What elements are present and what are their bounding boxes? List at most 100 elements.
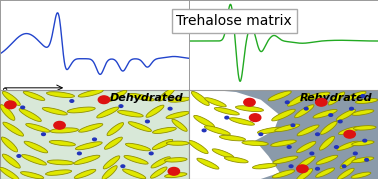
Circle shape (168, 107, 172, 110)
Ellipse shape (74, 169, 96, 178)
Ellipse shape (102, 166, 117, 179)
Ellipse shape (1, 137, 18, 152)
Ellipse shape (340, 156, 355, 168)
Circle shape (168, 168, 180, 175)
Ellipse shape (355, 98, 378, 103)
Text: Trehalose matrix: Trehalose matrix (177, 14, 292, 28)
Text: B₀: B₀ (2, 88, 11, 97)
Circle shape (316, 133, 319, 136)
Ellipse shape (150, 167, 167, 178)
Ellipse shape (338, 126, 361, 134)
Ellipse shape (42, 107, 67, 115)
Circle shape (93, 138, 96, 141)
Ellipse shape (168, 97, 191, 102)
Circle shape (342, 165, 346, 168)
Circle shape (329, 114, 333, 116)
Ellipse shape (124, 156, 148, 164)
Ellipse shape (271, 140, 296, 146)
Ellipse shape (3, 122, 23, 136)
Ellipse shape (268, 91, 291, 101)
Ellipse shape (229, 118, 254, 125)
Circle shape (249, 114, 261, 122)
Ellipse shape (46, 92, 74, 98)
Ellipse shape (352, 141, 374, 146)
Text: Dehydrated: Dehydrated (110, 93, 183, 103)
Ellipse shape (328, 92, 345, 105)
Ellipse shape (129, 93, 154, 101)
Ellipse shape (172, 119, 187, 131)
Ellipse shape (294, 105, 314, 118)
Ellipse shape (297, 156, 315, 168)
Ellipse shape (152, 139, 173, 150)
Circle shape (289, 165, 293, 168)
Ellipse shape (319, 136, 335, 150)
Ellipse shape (125, 143, 150, 151)
Ellipse shape (104, 137, 122, 149)
Circle shape (291, 124, 295, 127)
Circle shape (77, 152, 81, 155)
Ellipse shape (128, 122, 152, 132)
Ellipse shape (313, 110, 337, 118)
Circle shape (259, 133, 263, 136)
Ellipse shape (219, 135, 246, 141)
Ellipse shape (45, 170, 72, 175)
Ellipse shape (235, 106, 263, 112)
Ellipse shape (0, 167, 19, 179)
Ellipse shape (288, 93, 310, 106)
Circle shape (285, 101, 289, 104)
Ellipse shape (321, 121, 337, 134)
Ellipse shape (47, 160, 74, 165)
Circle shape (202, 129, 206, 132)
Ellipse shape (305, 92, 330, 100)
Ellipse shape (352, 110, 374, 115)
Ellipse shape (67, 107, 95, 113)
Ellipse shape (153, 127, 176, 134)
Circle shape (149, 152, 153, 155)
Circle shape (361, 95, 365, 97)
Ellipse shape (214, 107, 239, 115)
Ellipse shape (191, 91, 209, 105)
Circle shape (287, 146, 291, 148)
Ellipse shape (166, 112, 189, 119)
Ellipse shape (76, 142, 102, 150)
Ellipse shape (118, 111, 143, 117)
Ellipse shape (158, 88, 175, 101)
Circle shape (42, 133, 45, 136)
Circle shape (70, 100, 74, 102)
Ellipse shape (0, 105, 15, 120)
Ellipse shape (353, 126, 376, 130)
Ellipse shape (272, 170, 295, 178)
Ellipse shape (151, 157, 170, 168)
Ellipse shape (351, 172, 371, 178)
Ellipse shape (79, 124, 103, 132)
Circle shape (225, 116, 229, 119)
Ellipse shape (2, 91, 20, 105)
Ellipse shape (296, 169, 313, 179)
Circle shape (316, 98, 327, 106)
Ellipse shape (336, 110, 356, 121)
Ellipse shape (297, 125, 319, 136)
Ellipse shape (49, 141, 76, 146)
Circle shape (338, 120, 342, 123)
Ellipse shape (204, 126, 230, 135)
Circle shape (5, 101, 16, 109)
Circle shape (353, 152, 357, 155)
Circle shape (146, 120, 149, 123)
Circle shape (304, 107, 308, 110)
Circle shape (119, 105, 123, 107)
Circle shape (365, 159, 369, 161)
Circle shape (244, 98, 255, 106)
Circle shape (335, 146, 338, 148)
Ellipse shape (352, 157, 374, 163)
Circle shape (344, 130, 355, 138)
Circle shape (363, 139, 367, 142)
Ellipse shape (197, 158, 219, 169)
Ellipse shape (164, 158, 187, 162)
Ellipse shape (103, 156, 120, 169)
Ellipse shape (23, 91, 45, 100)
Ellipse shape (78, 90, 103, 97)
Ellipse shape (275, 124, 300, 132)
Ellipse shape (316, 155, 338, 164)
Ellipse shape (345, 91, 366, 100)
Ellipse shape (189, 141, 208, 154)
